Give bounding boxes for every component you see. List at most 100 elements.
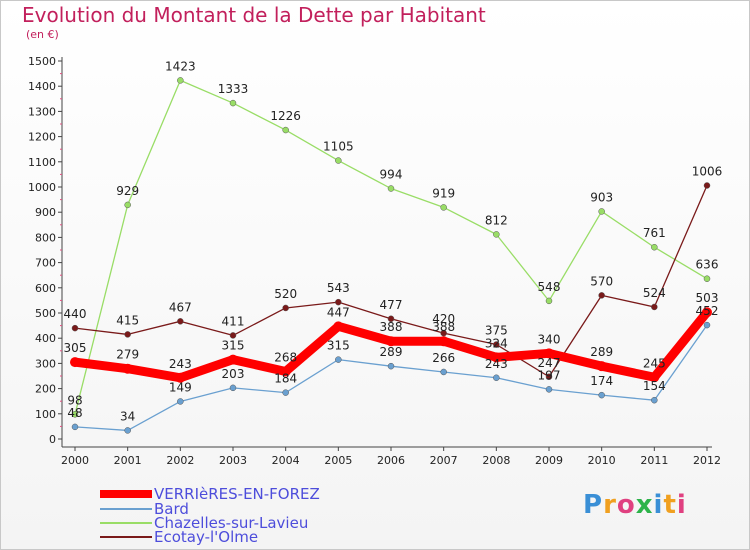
data-label: 154 xyxy=(643,379,666,393)
data-point xyxy=(282,304,289,312)
data-point xyxy=(649,372,660,383)
data-point xyxy=(703,275,711,282)
logo-letter: x xyxy=(635,490,654,520)
x-tick-label: 2005 xyxy=(324,454,352,467)
data-label: 315 xyxy=(222,339,245,353)
y-tick-label: 1100 xyxy=(28,156,56,169)
data-label: 761 xyxy=(643,226,666,240)
data-point xyxy=(282,389,289,396)
x-tick-label: 2004 xyxy=(272,454,300,467)
data-point xyxy=(651,243,658,251)
legend-swatch-verrieres xyxy=(100,490,152,498)
x-tick-label: 2000 xyxy=(61,454,89,467)
data-label: 570 xyxy=(590,274,613,288)
x-tick-label: 2003 xyxy=(219,454,247,467)
data-point xyxy=(387,185,395,192)
data-point xyxy=(598,391,605,399)
data-label: 279 xyxy=(116,348,139,362)
x-tick-label: 2008 xyxy=(482,454,510,467)
data-label: 340 xyxy=(538,332,561,346)
data-label: 1006 xyxy=(692,164,723,178)
data-point xyxy=(124,427,131,434)
data-point xyxy=(229,384,237,392)
data-label: 34 xyxy=(120,409,135,423)
data-point xyxy=(702,307,712,318)
data-label: 289 xyxy=(590,345,613,359)
data-point xyxy=(598,208,605,215)
data-point xyxy=(651,303,658,311)
data-label: 289 xyxy=(380,345,403,359)
logo-letter: P xyxy=(583,490,604,520)
data-point xyxy=(596,361,607,372)
legend-swatch-bard xyxy=(100,508,152,510)
data-label: 247 xyxy=(538,356,561,370)
y-tick-label: 800 xyxy=(35,231,56,244)
logo-letter: o xyxy=(616,490,636,520)
data-point xyxy=(124,331,131,338)
data-point xyxy=(124,201,131,209)
data-point xyxy=(177,398,184,405)
data-label: 98 xyxy=(67,393,82,407)
legend-item-verrieres: VERRIèRES-EN-FOREZ xyxy=(100,485,320,503)
y-tick-label: 1500 xyxy=(28,55,56,68)
data-point xyxy=(333,321,344,332)
y-tick-label: 1400 xyxy=(28,80,56,93)
data-label: 812 xyxy=(485,213,508,227)
legend-item-ecotay: Ecotay-l'Olme xyxy=(100,530,258,545)
legend-label-chazelles: Chazelles-sur-Lavieu xyxy=(154,514,309,532)
x-tick-label: 2007 xyxy=(430,454,458,467)
data-label: 315 xyxy=(327,339,350,353)
data-point xyxy=(598,292,605,299)
data-label: 411 xyxy=(222,314,245,328)
y-tick-label: 1000 xyxy=(28,181,56,194)
x-tick-label: 2009 xyxy=(535,454,563,467)
data-label: 929 xyxy=(116,184,139,198)
data-label: 415 xyxy=(116,313,139,327)
data-label: 1105 xyxy=(323,140,354,154)
data-point xyxy=(491,352,502,363)
data-label: 903 xyxy=(590,190,613,204)
x-tick-label: 2002 xyxy=(166,454,194,467)
data-label: 548 xyxy=(538,280,561,294)
data-point xyxy=(545,386,553,393)
data-label: 994 xyxy=(380,168,403,182)
data-label: 420 xyxy=(432,312,455,326)
logo-letter: t xyxy=(663,490,677,520)
data-label: 520 xyxy=(274,287,297,301)
data-point xyxy=(70,357,80,368)
data-label: 1423 xyxy=(165,59,196,73)
data-label: 524 xyxy=(643,286,666,300)
proxiti-logo: Proxiti xyxy=(583,490,687,520)
data-point xyxy=(386,336,396,347)
y-tick-label: 0 xyxy=(49,433,56,446)
data-label: 375 xyxy=(485,324,508,338)
data-label: 388 xyxy=(432,320,455,334)
data-label: 48 xyxy=(67,406,82,420)
data-label: 919 xyxy=(432,186,455,200)
logo-letter: i xyxy=(676,490,687,520)
x-tick-label: 2011 xyxy=(640,454,668,467)
legend-swatch-ecotay xyxy=(100,536,152,538)
legend-swatch-chazelles xyxy=(100,522,152,524)
data-point xyxy=(545,297,553,305)
data-label: 388 xyxy=(380,320,403,334)
y-tick-label: 200 xyxy=(35,383,56,396)
data-label: 1333 xyxy=(218,82,249,96)
data-point xyxy=(440,368,447,376)
data-point xyxy=(229,99,237,107)
legend-label-verrieres: VERRIèRES-EN-FOREZ xyxy=(154,485,320,503)
data-point xyxy=(229,332,237,339)
data-label: 440 xyxy=(64,307,87,321)
data-label: 543 xyxy=(327,281,350,295)
data-point xyxy=(703,321,711,329)
data-point xyxy=(280,366,291,377)
data-point xyxy=(703,182,711,189)
x-tick-label: 2010 xyxy=(588,454,616,467)
data-label: 268 xyxy=(274,350,297,364)
data-point xyxy=(335,356,342,363)
data-label: 477 xyxy=(380,298,403,312)
x-tick-label: 2012 xyxy=(693,454,721,467)
data-label: 149 xyxy=(169,380,192,394)
